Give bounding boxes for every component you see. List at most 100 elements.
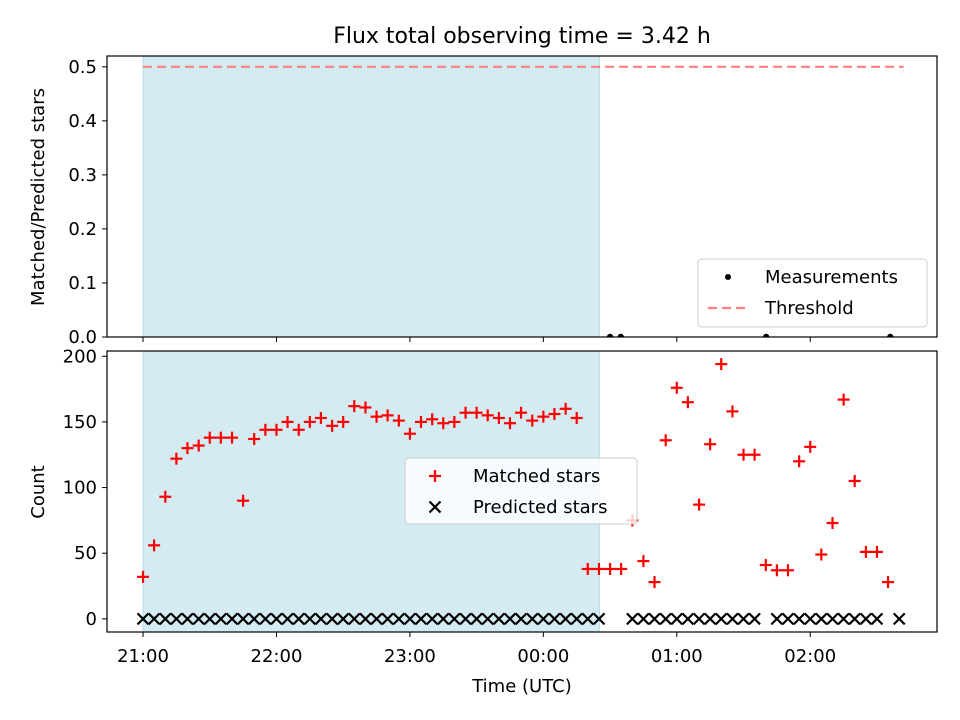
matched-star-point — [303, 415, 316, 428]
predicted-star-point — [692, 612, 706, 626]
matched-star-point — [281, 415, 294, 428]
matched-star-point — [570, 411, 583, 424]
predicted-star-point — [270, 612, 283, 626]
predicted-star-point — [381, 612, 394, 626]
predicted-star-point — [292, 612, 306, 626]
predicted-star-point — [559, 612, 572, 626]
predicted-star-point — [514, 612, 528, 626]
predicted-star-point — [581, 612, 595, 626]
matched-star-point — [659, 434, 672, 447]
legend-predicted-label: Predicted stars — [473, 497, 607, 518]
predicted-star-point — [503, 612, 517, 626]
predicted-star-point — [347, 612, 361, 626]
matched-star-point — [737, 448, 750, 461]
predicted-star-point — [214, 612, 228, 626]
matched-star-point — [770, 564, 783, 577]
predicted-star-point — [403, 612, 417, 626]
matched-star-point — [203, 431, 216, 444]
matched-star-point — [248, 432, 261, 445]
predicted-star-point — [892, 612, 906, 626]
bottom-panel: 21:00 22:00 23:00 00:00 01:00 02:00 0 50 100 150 2… — [28, 346, 938, 697]
matched-star-point — [181, 442, 194, 455]
bottom-y-tick-label: 200 — [63, 346, 97, 367]
predicted-star-point — [414, 612, 428, 626]
matched-star-point — [348, 400, 361, 413]
legend-predicted-marker — [428, 500, 442, 514]
top-plot-area — [142, 56, 904, 337]
matched-star-point — [437, 417, 450, 430]
bottom-y-tick-label: 150 — [63, 412, 97, 433]
x-tick-label: 02:00 — [784, 646, 836, 667]
x-tick-label: 00:00 — [517, 646, 569, 667]
predicted-star-point — [548, 612, 561, 626]
matched-star-point — [137, 570, 150, 583]
matched-star-point — [337, 415, 350, 428]
matched-star-point — [370, 410, 383, 423]
matched-star-point — [170, 452, 183, 465]
matched-star-point — [426, 413, 439, 426]
matched-star-point — [503, 417, 516, 430]
matched-star-point — [748, 448, 761, 461]
matched-star-point — [882, 576, 895, 589]
predicted-star-point — [726, 612, 739, 626]
measurement-point — [606, 333, 614, 337]
predicted-star-point — [170, 612, 183, 626]
predicted-star-point — [303, 612, 317, 626]
bottom-y-tick-label: 50 — [74, 543, 97, 564]
matched-star-point — [604, 562, 617, 575]
predicted-star-point — [259, 612, 272, 626]
matched-star-point — [470, 406, 483, 419]
predicted-star-point — [792, 612, 806, 626]
matched-star-point — [481, 409, 494, 422]
top-y-tick-label: 0.0 — [68, 327, 97, 348]
measurement-point — [617, 333, 624, 337]
predicted-star-point — [425, 612, 439, 626]
predicted-star-point — [159, 612, 172, 626]
matched-star-point — [704, 438, 717, 451]
predicted-star-point — [436, 612, 450, 626]
predicted-star-point — [670, 612, 684, 626]
matched-star-point — [615, 562, 628, 575]
predicted-star-point — [448, 612, 461, 626]
predicted-star-point — [537, 612, 550, 626]
legend-threshold-label: Threshold — [764, 298, 854, 319]
predicted-star-point — [737, 612, 750, 626]
predicted-star-point — [525, 612, 539, 626]
matched-star-point — [581, 562, 594, 575]
top-y-tick-label: 0.4 — [68, 111, 97, 132]
predicted-star-point — [281, 612, 294, 626]
matched-star-point — [226, 431, 239, 444]
matched-star-point — [648, 576, 661, 589]
predicted-star-point — [481, 612, 494, 626]
predicted-star-point — [626, 612, 639, 626]
matched-star-point — [159, 490, 172, 503]
matched-star-point — [537, 410, 550, 423]
top-panel: 0.0 0.1 0.2 0.3 0.4 0.5 Matched/Predicted star… — [28, 55, 938, 348]
predicted-star-point — [192, 612, 205, 626]
bottom-legend-box — [404, 457, 638, 525]
matched-star-point — [815, 548, 828, 561]
matched-star-point — [526, 414, 539, 427]
legend-matched-label: Matched stars — [473, 466, 600, 487]
predicted-star-point — [703, 612, 717, 626]
predicted-star-point — [748, 612, 761, 626]
matched-star-point — [726, 405, 739, 418]
predicted-star-point — [336, 612, 350, 626]
matched-star-point — [270, 423, 283, 436]
predicted-star-point — [781, 612, 795, 626]
predicted-star-point — [314, 612, 328, 626]
matched-star-point — [414, 415, 427, 428]
bottom-y-tick-label: 0 — [86, 609, 97, 630]
matched-star-point — [693, 498, 706, 511]
predicted-star-point — [648, 612, 661, 626]
matched-star-point — [781, 564, 794, 577]
top-y-tick-label: 0.3 — [68, 165, 97, 186]
top-y-tick-label: 0.5 — [68, 57, 97, 78]
bottom-legend: Matched stars Predicted stars — [404, 457, 638, 525]
matched-star-point — [448, 415, 461, 428]
measurement-point — [887, 333, 894, 337]
legend-matched-marker — [429, 470, 441, 482]
matched-star-point — [492, 411, 505, 424]
top-legend-box — [697, 258, 928, 328]
